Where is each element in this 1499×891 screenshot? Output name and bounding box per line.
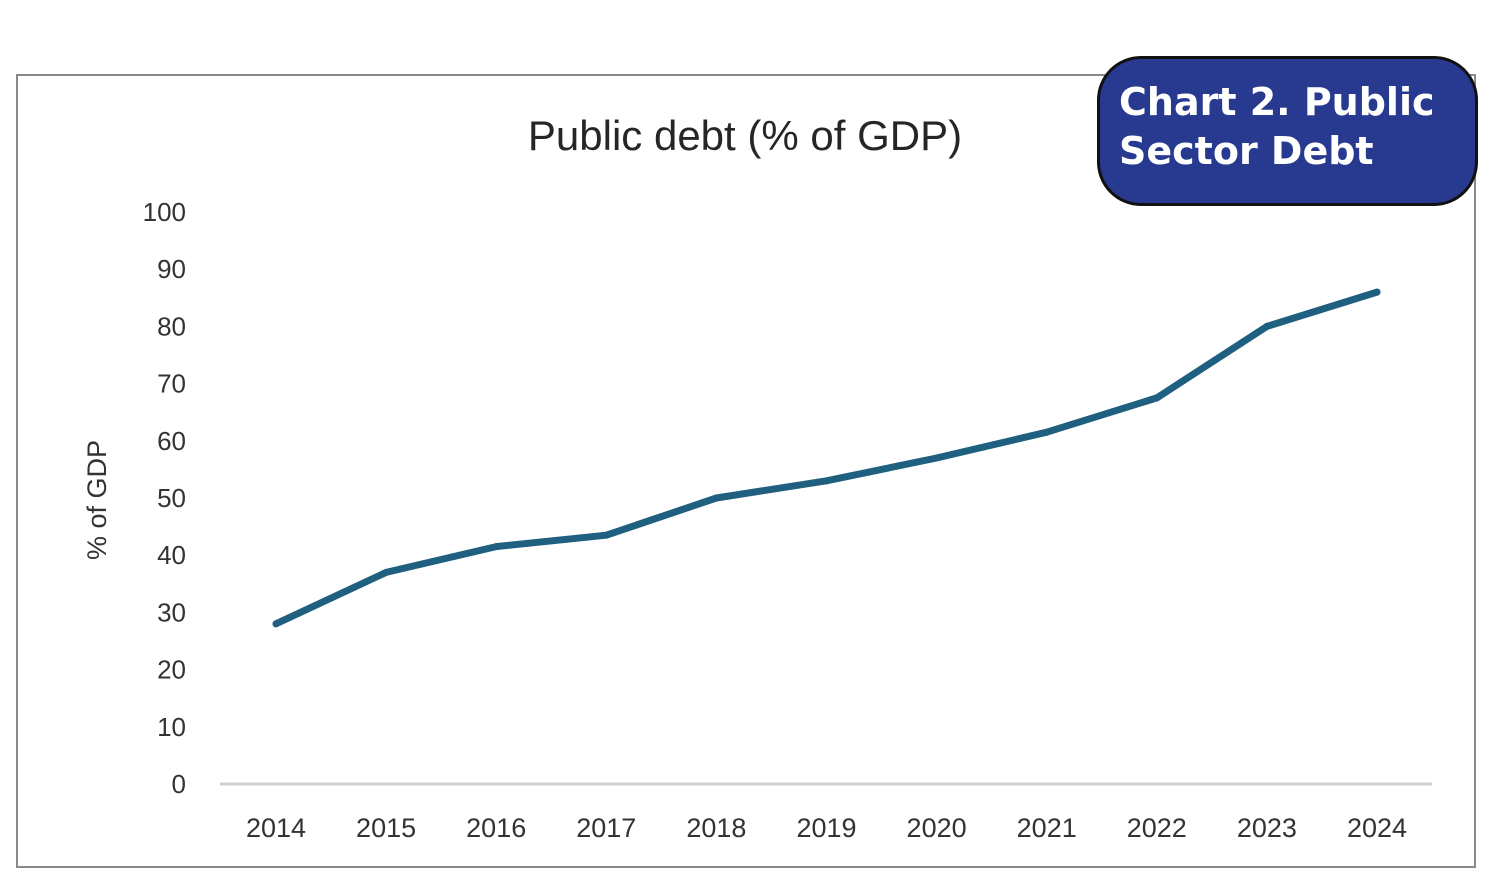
- badge-line-1: Chart 2. Public: [1119, 80, 1435, 124]
- data-point: [1043, 428, 1051, 436]
- x-tick-label: 2022: [1127, 813, 1187, 843]
- series-group: [272, 288, 1381, 628]
- y-tick-label: 30: [157, 597, 186, 627]
- data-point: [272, 620, 280, 628]
- x-tick-label: 2024: [1347, 813, 1407, 843]
- badge-line-2: Sector Debt: [1119, 129, 1374, 173]
- y-tick-label: 0: [172, 769, 186, 799]
- y-tick-label: 50: [157, 483, 186, 513]
- x-axis-ticks: 2014 2015 2016 2017 2018 2019 2020 2021 2022 2023…: [246, 813, 1407, 843]
- x-tick-label: 2023: [1237, 813, 1297, 843]
- data-point: [382, 568, 390, 576]
- data-point: [1373, 288, 1381, 296]
- y-tick-label: 40: [157, 540, 186, 570]
- x-tick-label: 2015: [356, 813, 416, 843]
- data-point: [933, 454, 941, 462]
- data-point: [823, 477, 830, 485]
- x-tick-label: 2020: [907, 813, 967, 843]
- y-tick-label: 90: [157, 254, 186, 284]
- series-line: [272, 288, 1381, 628]
- x-tick-label: 2016: [466, 813, 526, 843]
- y-tick-label: 20: [157, 655, 186, 685]
- x-tick-label: 2021: [1017, 813, 1077, 843]
- x-tick-label: 2019: [796, 813, 856, 843]
- y-axis-label: % of GDP: [82, 440, 112, 560]
- y-tick-label: 60: [157, 426, 186, 456]
- y-axis-ticks: 0 10 20 30 40 50 60 70 80 90 100: [143, 197, 186, 799]
- data-point: [712, 494, 720, 502]
- data-point: [1153, 394, 1161, 402]
- chart-frame: [16, 74, 1476, 868]
- chart-badge: Chart 2. Public Sector Debt: [1097, 56, 1478, 206]
- data-point: [492, 543, 500, 551]
- data-point: [602, 531, 610, 539]
- x-tick-label: 2017: [576, 813, 636, 843]
- y-tick-label: 10: [157, 712, 186, 742]
- y-tick-label: 80: [157, 311, 186, 341]
- x-tick-label: 2014: [246, 813, 306, 843]
- chart-title: Public debt (% of GDP): [528, 112, 962, 159]
- data-point: [1263, 322, 1271, 330]
- x-tick-label: 2018: [686, 813, 746, 843]
- y-tick-label: 100: [143, 197, 186, 227]
- y-tick-label: 70: [157, 369, 186, 399]
